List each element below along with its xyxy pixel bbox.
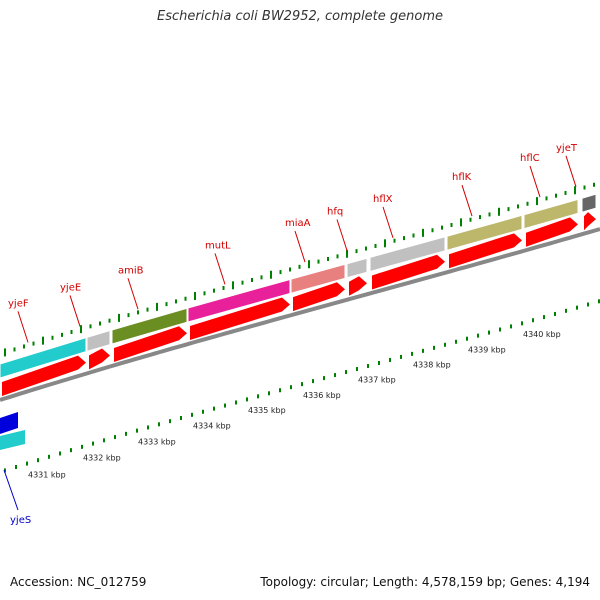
gene-arrow-amiB [114, 326, 187, 362]
gene-leader-yjeT [565, 155, 577, 187]
kbp-label: 4338 kbp [413, 361, 451, 370]
gene-leader-yjeS [3, 469, 19, 511]
accession-label: Accession: NC_012759 [10, 575, 147, 589]
gene-arrow-yjeE [89, 348, 110, 370]
gene-label-yjeT: yjeT [556, 143, 578, 154]
gene-arrow-hflC [526, 217, 578, 247]
gene-leader-yjeF [17, 311, 29, 343]
gene-bar-hflC [523, 198, 579, 230]
genome-title: Escherichia coli BW2952, complete genome [157, 9, 443, 24]
gene-label-miaA: miaA [285, 218, 311, 229]
kbp-label: 4333 kbp [138, 437, 176, 446]
kbp-label: 4337 kbp [358, 376, 396, 385]
gene-label-hfq: hfq [327, 207, 343, 218]
kbp-label: 4339 kbp [468, 345, 506, 354]
gene-leader-hflK [461, 184, 473, 217]
kbp-label: 4332 kbp [83, 454, 121, 463]
kbp-label: 4331 kbp [28, 470, 66, 479]
kbp-label: 4335 kbp [248, 406, 286, 415]
kbp-labels: 4331 kbp 4332 kbp 4333 kbp 4334 kbp 4335 kbp… [28, 330, 561, 479]
gene-leader-hfq [336, 219, 348, 251]
gene-arrow-hflX [372, 254, 445, 290]
kbp-label: 4334 kbp [193, 422, 231, 431]
gene-bar-mutL [187, 278, 291, 323]
gene-arrow-miaA [293, 282, 345, 312]
gene-bar-yjeS [0, 412, 18, 434]
gene-bar-hflX [369, 236, 446, 273]
gene-label-hflC: hflC [520, 153, 540, 164]
gene-bar-hfq [346, 257, 368, 279]
gene-bar-yjeS-2 [0, 430, 25, 450]
kbp-label: 4340 kbp [523, 330, 561, 339]
gene-leader-yjeE [69, 295, 81, 327]
gene-label-mutL: mutL [205, 240, 231, 251]
genome-backbone [0, 227, 600, 402]
gene-leader-hflC [529, 165, 541, 198]
gene-label-yjeS: yjeS [10, 515, 31, 526]
gene-arrow-yjeF [2, 355, 86, 396]
gene-bar-miaA [290, 263, 346, 294]
gene-bar-yjeE [86, 329, 111, 353]
kbp-label: 4336 kbp [303, 391, 341, 400]
gene-labels: yjeF yjeE amiB mutL miaA hfq hflX hflK hflC yjeT y… [3, 143, 578, 526]
gene-leader-miaA [294, 230, 306, 263]
gene-label-hflX: hflX [373, 194, 393, 205]
gene-tracks [0, 193, 600, 450]
gene-arrow-hfq [349, 276, 367, 296]
gene-label-yjeE: yjeE [60, 282, 81, 293]
genome-summary: Topology: circular; Length: 4,578,159 bp… [260, 575, 590, 589]
tick-marks [4, 182, 600, 473]
gene-leader-hflX [382, 206, 394, 239]
gene-arrow-yjeT [584, 212, 596, 231]
gene-label-amiB: amiB [118, 265, 144, 276]
gene-leader-mutL [214, 253, 226, 285]
gene-label-yjeF: yjeF [8, 298, 29, 309]
gene-bar-yjeT [581, 193, 597, 213]
gene-arrow-hflK [449, 233, 522, 269]
gene-label-hflK: hflK [452, 172, 472, 183]
gene-bar-hflK [446, 214, 523, 251]
gene-bar-amiB [111, 307, 188, 345]
gene-bar-yjeF [0, 336, 87, 379]
gene-leader-amiB [127, 278, 139, 310]
gene-arrow-mutL [190, 297, 290, 341]
